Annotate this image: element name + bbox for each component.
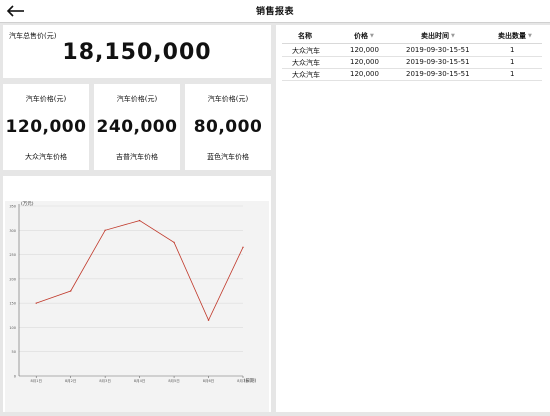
y-axis-label: (万元) [21, 201, 34, 207]
cell-price: 120,000 [350, 58, 379, 66]
x-tick-label: 8月1日 [30, 378, 41, 383]
sort-icon[interactable]: ▼ [451, 33, 455, 39]
table-row[interactable]: 大众汽车 120,000 2019-09-30-15-51 1 [282, 57, 542, 69]
data-point [35, 302, 37, 304]
data-point [69, 290, 72, 292]
sales-line-chart: 0 50 100 150 200 250 300 350 (万元) 8月1日 8月2日 8月3日 8月4… [5, 201, 269, 412]
price-card-2: 汽车价格(元) 240,000 吉普汽车价格 [94, 84, 180, 170]
cell-name: 大众汽车 [292, 47, 320, 55]
cell-sold-time: 2019-09-30-15-51 [406, 46, 470, 54]
cell-price: 120,000 [350, 46, 379, 54]
table-row[interactable]: 大众汽车 120,000 2019-09-30-15-51 1 [282, 69, 542, 81]
price-card-value: 240,000 [96, 117, 178, 137]
x-tick-label: 8月6日 [203, 378, 214, 383]
x-tick-label: 8月2日 [65, 378, 76, 383]
sales-chart-card: 0 50 100 150 200 250 300 350 (万元) 8月1日 8月2日 8月3日 8月4… [3, 176, 271, 412]
y-tick-label: 250 [9, 253, 16, 257]
y-tick-label: 300 [9, 229, 16, 233]
arrow-left-icon [6, 5, 24, 17]
price-card-label: 汽车价格(元) [207, 95, 249, 103]
x-tick-label: 8月5日 [168, 378, 179, 383]
column-header-sold-qty[interactable]: 卖出数量 ▼ [498, 32, 532, 40]
price-card-name: 蓝色汽车价格 [207, 153, 249, 161]
column-header-sold-time[interactable]: 卖出时间 ▼ [421, 32, 455, 40]
x-axis-label: (日期) [244, 378, 257, 384]
price-card-label: 汽车价格(元) [116, 95, 158, 103]
app-header: 销售报表 [0, 0, 550, 23]
cell-sold-qty: 1 [510, 46, 515, 54]
back-button[interactable] [4, 0, 28, 22]
y-tick-label: 150 [9, 302, 16, 306]
cell-sold-time: 2019-09-30-15-51 [406, 58, 470, 66]
cell-name: 大众汽车 [292, 59, 320, 67]
price-card-value: 120,000 [5, 117, 87, 137]
table-row[interactable]: 大众汽车 120,000 2019-09-30-15-51 1 [282, 45, 542, 57]
price-card-3: 汽车价格(元) 80,000 蓝色汽车价格 [185, 84, 271, 170]
cell-sold-qty: 1 [510, 58, 515, 66]
price-card-value: 80,000 [193, 117, 263, 137]
chart-plot-background [5, 201, 269, 412]
data-point [207, 319, 210, 321]
y-tick-label: 0 [14, 375, 16, 379]
sort-icon[interactable]: ▼ [528, 33, 532, 39]
x-tick-label: 8月4日 [134, 378, 145, 383]
sort-icon[interactable]: ▼ [370, 33, 374, 39]
sales-table: 名称 价格 ▼ 卖出时间 ▼ 卖出数量 ▼ 大众汽车 120,000 2019-09-… [276, 25, 550, 412]
total-sales-value: 18,150,000 [62, 40, 212, 65]
y-tick-label: 200 [9, 277, 16, 281]
y-tick-label: 50 [12, 350, 16, 354]
data-point [173, 241, 175, 244]
y-tick-label: 100 [9, 326, 16, 330]
x-tick-label: 8月3日 [99, 378, 110, 383]
table-header-divider [282, 43, 542, 44]
cell-sold-qty: 1 [510, 70, 515, 78]
cell-price: 120,000 [350, 70, 379, 78]
column-header-name[interactable]: 名称 [298, 32, 312, 40]
x-tick-label: 8月7日 [237, 378, 248, 383]
cell-sold-time: 2019-09-30-15-51 [406, 70, 470, 78]
price-card-1: 汽车价格(元) 120,000 大众汽车价格 [3, 84, 89, 170]
column-header-price[interactable]: 价格 ▼ [354, 32, 374, 40]
page-title: 销售报表 [255, 7, 294, 17]
total-sales-card: 汽车总售价(元) 18,150,000 [3, 25, 271, 78]
data-point [104, 229, 106, 231]
data-point [138, 219, 141, 222]
price-card-name: 吉普汽车价格 [116, 153, 158, 161]
data-point [242, 246, 244, 248]
y-tick-label: 350 [9, 205, 16, 209]
price-card-label: 汽车价格(元) [25, 95, 67, 103]
total-sales-label: 汽车总售价(元) [9, 32, 57, 40]
cell-name: 大众汽车 [292, 71, 320, 79]
price-card-name: 大众汽车价格 [25, 153, 67, 161]
